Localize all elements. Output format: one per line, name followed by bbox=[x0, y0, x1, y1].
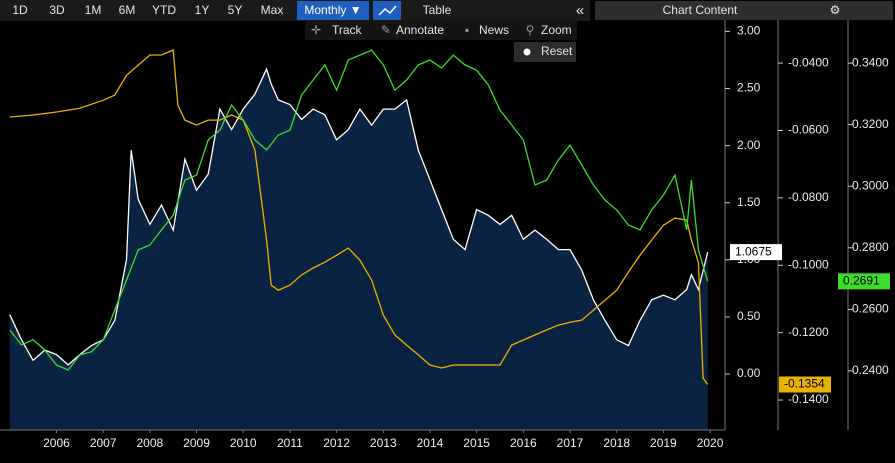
tool-button[interactable]: Annotate bbox=[396, 23, 444, 37]
table-button[interactable]: Table bbox=[423, 3, 452, 17]
range-button[interactable]: 1M bbox=[85, 3, 102, 17]
range-button[interactable]: 1D bbox=[12, 3, 28, 17]
range-button[interactable]: 1Y bbox=[195, 3, 210, 17]
chart-icon bbox=[378, 5, 397, 16]
x-tick-label: 2006 bbox=[43, 436, 70, 450]
track-icon: ✛ bbox=[311, 23, 321, 37]
x-tick-label: 2017 bbox=[557, 436, 584, 450]
axes: 0.000.501.001.502.002.503.00-0.0400-0.06… bbox=[0, 20, 890, 450]
range-button[interactable]: 6M bbox=[119, 3, 136, 17]
plot bbox=[9, 49, 709, 430]
last-value-box bbox=[730, 244, 782, 261]
x-tick-label: 2010 bbox=[230, 436, 257, 450]
zoom-icon: ⚲ bbox=[526, 23, 535, 37]
x-tick-label: 2012 bbox=[323, 436, 350, 450]
last-value-label: -0.1354 bbox=[784, 377, 825, 391]
news-icon: ▪ bbox=[465, 23, 469, 37]
annotate-icon: ✎ bbox=[381, 23, 391, 37]
x-tick-label: 2013 bbox=[370, 436, 397, 450]
y-tick-label: 0.00 bbox=[737, 366, 761, 380]
y-tick-label: 2.50 bbox=[737, 81, 761, 95]
area bbox=[9, 69, 708, 430]
y-tick-label: -0.1400 bbox=[788, 392, 829, 406]
x-tick-label: 2007 bbox=[90, 436, 117, 450]
y-tick-label: 0.3400 bbox=[852, 55, 889, 69]
period-label[interactable]: Monthly ▼ bbox=[304, 3, 361, 17]
collapse-button[interactable]: « bbox=[576, 2, 584, 19]
panel-title[interactable]: Chart Content bbox=[663, 3, 738, 17]
tool-button[interactable]: Track bbox=[332, 23, 363, 37]
y-tick-label: -0.1200 bbox=[788, 325, 829, 339]
x-tick-label: 2009 bbox=[183, 436, 210, 450]
last-value-box bbox=[779, 376, 831, 393]
x-tick-label: 2020 bbox=[697, 436, 724, 450]
reset-button[interactable] bbox=[514, 42, 576, 62]
line bbox=[9, 49, 709, 371]
line bbox=[9, 67, 709, 366]
y-tick-label: -0.0800 bbox=[788, 190, 829, 204]
y-tick-label: 1.50 bbox=[737, 195, 761, 209]
toolbar-bg bbox=[0, 0, 590, 21]
panel-header bbox=[595, 1, 893, 20]
reset-icon bbox=[523, 48, 531, 56]
y-tick-label: 0.2800 bbox=[852, 240, 889, 254]
last-value-label: 1.0675 bbox=[735, 244, 772, 258]
y-tick-label: 0.2400 bbox=[852, 363, 889, 377]
y-tick-label: 0.3000 bbox=[852, 178, 889, 192]
x-tick-label: 2016 bbox=[510, 436, 537, 450]
y-tick-label: 0.2600 bbox=[852, 302, 889, 316]
last-value-label: 0.2691 bbox=[843, 274, 880, 288]
x-tick-label: 2011 bbox=[277, 436, 303, 450]
y-tick-label: -0.0400 bbox=[788, 55, 829, 69]
reset-label[interactable]: Reset bbox=[541, 44, 573, 58]
tools-bar bbox=[305, 21, 577, 40]
y-tick-label: -0.0600 bbox=[788, 123, 829, 137]
y-tick-label: -0.1000 bbox=[788, 257, 829, 271]
y-tick-label: 0.50 bbox=[737, 309, 761, 323]
x-tick-label: 2008 bbox=[137, 436, 164, 450]
period-button[interactable] bbox=[297, 1, 369, 20]
x-tick-label: 2019 bbox=[650, 436, 677, 450]
y-tick-label: 2.00 bbox=[737, 138, 761, 152]
range-button[interactable]: 5Y bbox=[228, 3, 243, 17]
range-button[interactable]: 3D bbox=[49, 3, 65, 17]
toolbar: ⚙ 1D 3D 1M 6M YTD 1Y 5Y Max Monthly ▼ Ta… bbox=[0, 0, 893, 62]
y-tick-label: 3.00 bbox=[737, 24, 761, 38]
line bbox=[9, 49, 709, 385]
tool-button[interactable]: Zoom bbox=[541, 23, 572, 37]
last-value-box bbox=[838, 273, 890, 290]
tool-button[interactable]: News bbox=[479, 23, 509, 37]
range-button[interactable]: YTD bbox=[152, 3, 176, 17]
x-tick-label: 2014 bbox=[417, 436, 444, 450]
y-tick-label: 0.3200 bbox=[852, 117, 889, 131]
x-tick-label: 2018 bbox=[603, 436, 630, 450]
gear-icon[interactable]: ⚙ bbox=[830, 3, 841, 17]
x-tick-label: 2015 bbox=[463, 436, 490, 450]
range-button[interactable]: Max bbox=[261, 3, 284, 17]
